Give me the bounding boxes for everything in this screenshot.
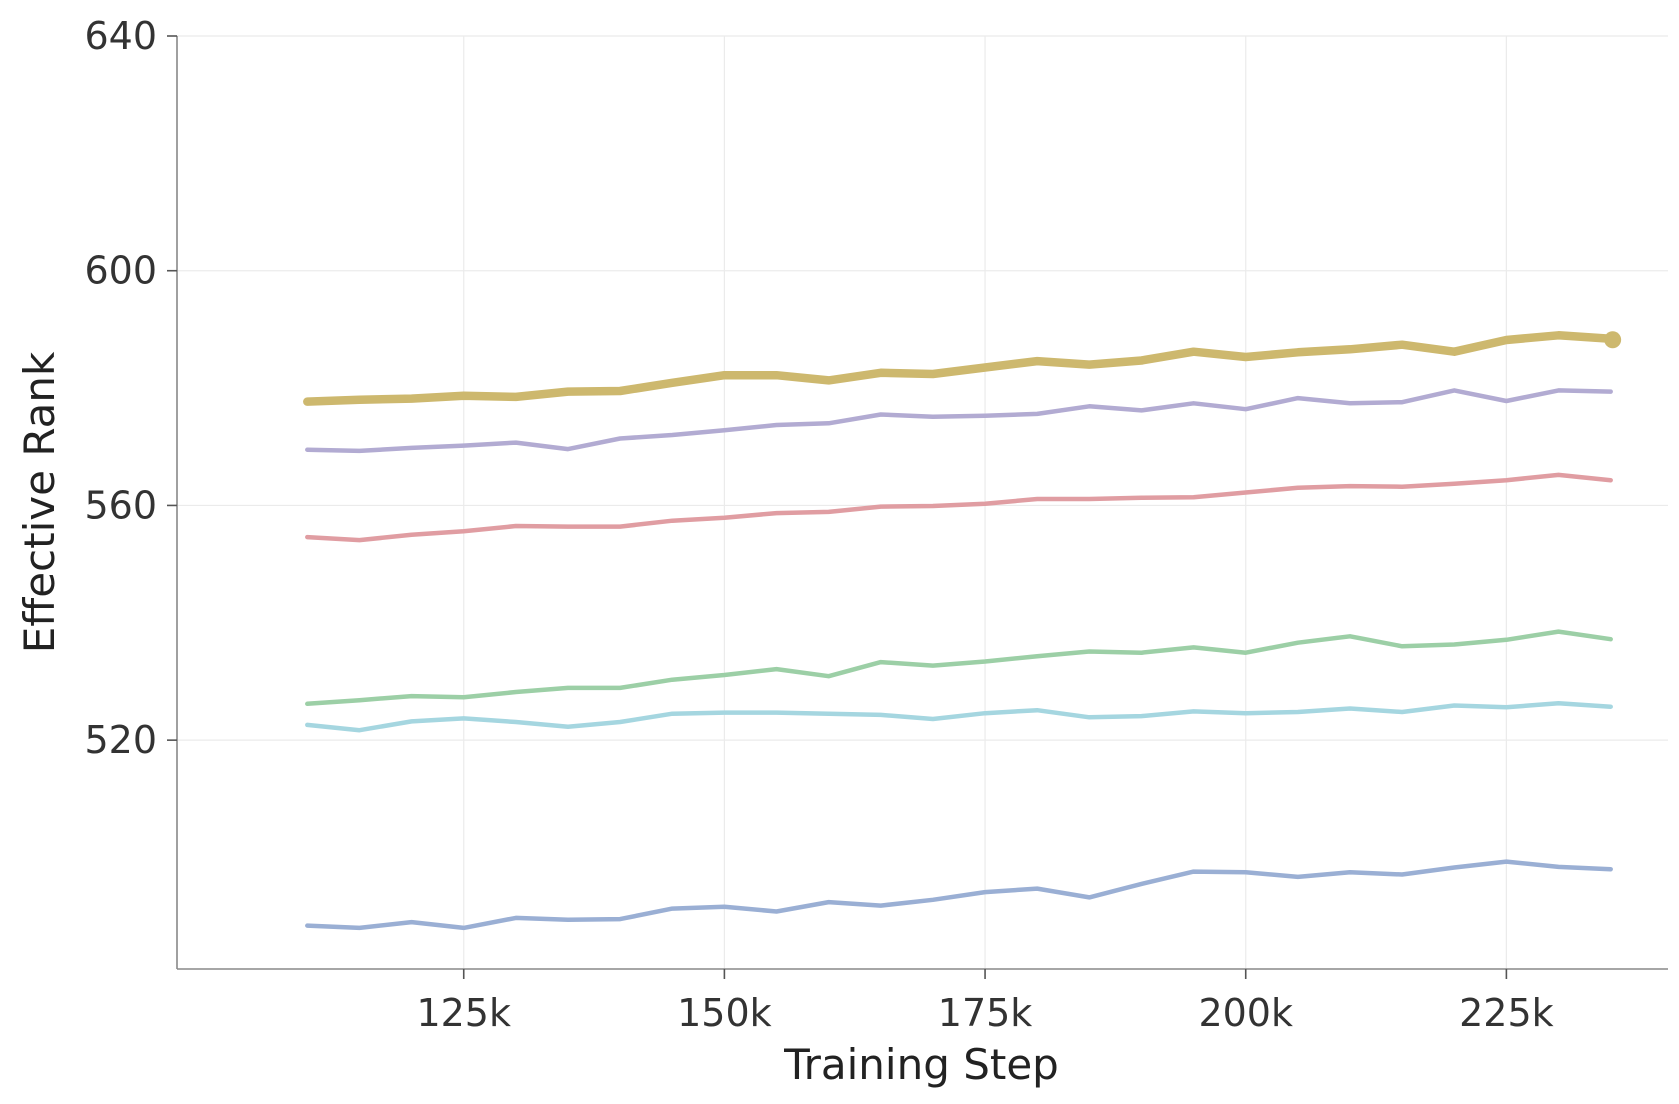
series-group: [303, 331, 1622, 931]
x-tick-label: 125k: [416, 991, 511, 1035]
y-tick-label: 520: [84, 718, 157, 762]
x-tick-label: 175k: [938, 991, 1033, 1035]
x-axis-title: Training Step: [783, 1040, 1059, 1089]
y-tick-label: 560: [84, 483, 157, 527]
grid: [177, 35, 1668, 969]
ticks: 125k 150k 175k 200k 225k 520 560 600 640: [84, 14, 1553, 1035]
series-line-4: [305, 629, 1613, 707]
y-tick-label: 600: [84, 249, 157, 293]
series-line-1: [303, 331, 1615, 406]
y-axis-title: Effective Rank: [15, 351, 64, 653]
series-line-5: [305, 700, 1613, 733]
axes: [176, 36, 1668, 970]
series-line-2: [305, 388, 1613, 454]
series-line-6: [305, 859, 1613, 931]
x-tick-label: 150k: [677, 991, 772, 1035]
series-line-3: [305, 472, 1613, 543]
series-end-marker: [1604, 331, 1622, 349]
y-tick-label: 640: [84, 14, 157, 58]
x-tick-label: 225k: [1459, 991, 1554, 1035]
x-tick-label: 200k: [1198, 991, 1293, 1035]
